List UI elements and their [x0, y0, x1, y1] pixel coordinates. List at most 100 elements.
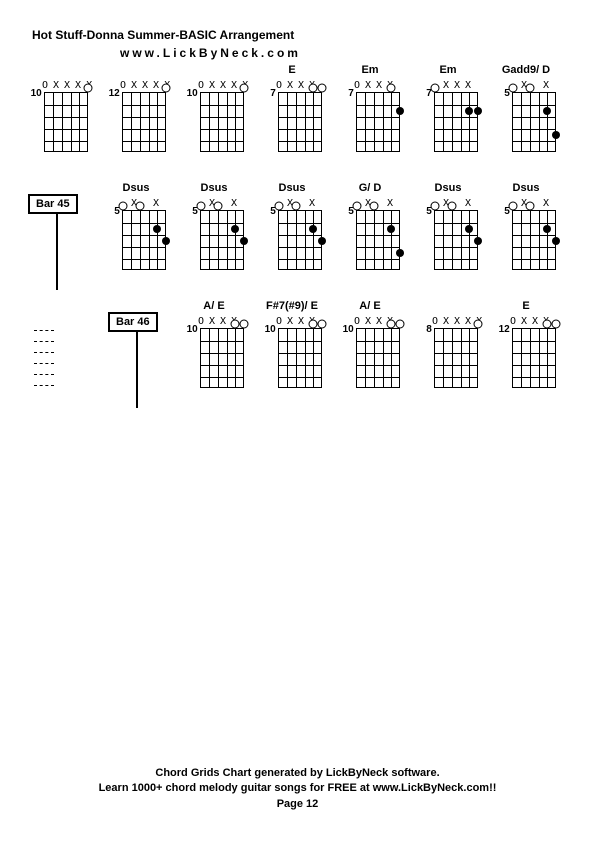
finger-dot-icon	[240, 237, 248, 245]
fret-number: 12	[496, 325, 512, 335]
fretboard-grid	[356, 92, 400, 152]
fretboard-grid	[512, 328, 556, 388]
finger-dot-icon	[474, 107, 482, 115]
fret-number: 7	[340, 89, 356, 99]
chord-diagram: A/ EOXXX 10	[184, 300, 244, 388]
chord-name: A/ E	[184, 300, 244, 314]
chord-diagram: OXXXX 12	[106, 64, 166, 152]
fretboard-grid	[512, 92, 556, 152]
footer: Chord Grids Chart generated by LickByNec…	[0, 766, 595, 812]
open-dot-icon	[317, 84, 326, 93]
chord-name: A/ E	[340, 300, 400, 314]
dash-grid	[34, 330, 54, 380]
footer-line: Chord Grids Chart generated by LickByNec…	[0, 766, 595, 781]
chord-name	[418, 300, 478, 314]
chord-name: E	[262, 64, 322, 78]
chord-diagram: EOXXX 12	[496, 300, 556, 388]
chord-diagram: Dsus X X 5	[184, 182, 244, 270]
finger-dot-icon	[465, 107, 473, 115]
open-dot-icon	[508, 84, 517, 93]
chord-name: Dsus	[184, 182, 244, 196]
fret-number: 8	[418, 325, 434, 335]
chord-diagram: Dsus X X 5	[418, 182, 478, 270]
string-markers: OXXXX	[198, 80, 244, 92]
fret-number: 10	[262, 325, 278, 335]
finger-dot-icon	[474, 237, 482, 245]
footer-line: Learn 1000+ chord melody guitar songs fo…	[0, 781, 595, 796]
open-dot-icon	[430, 202, 439, 211]
open-dot-icon	[447, 202, 456, 211]
barline	[56, 212, 58, 290]
fretboard-grid	[278, 328, 322, 388]
string-markers: OXXXX	[432, 316, 478, 328]
page-subtitle: www.LickByNeck.com	[120, 46, 301, 60]
open-dot-icon	[239, 84, 248, 93]
chord-name: E	[496, 300, 556, 314]
fretboard-grid	[278, 210, 322, 270]
chord-name: Em	[340, 64, 400, 78]
open-dot-icon	[369, 202, 378, 211]
finger-dot-icon	[231, 225, 239, 233]
open-dot-icon	[525, 84, 534, 93]
fret-number: 12	[106, 89, 122, 99]
fretboard-grid	[200, 328, 244, 388]
chord-name: Gadd9/ D	[496, 64, 556, 78]
finger-dot-icon	[153, 225, 161, 233]
chord-name	[184, 64, 244, 78]
open-dot-icon	[196, 202, 205, 211]
finger-dot-icon	[552, 237, 560, 245]
open-dot-icon	[274, 202, 283, 211]
open-dot-icon	[352, 202, 361, 211]
chord-diagram: Gadd9/ D X X 5	[496, 64, 556, 152]
chord-diagram: G/ D X X 5	[340, 182, 400, 270]
fret-number: 10	[184, 89, 200, 99]
open-dot-icon	[135, 202, 144, 211]
open-dot-icon	[551, 320, 560, 329]
open-dot-icon	[213, 202, 222, 211]
chord-name	[28, 64, 88, 78]
finger-dot-icon	[465, 225, 473, 233]
finger-dot-icon	[396, 107, 404, 115]
fretboard-grid	[512, 210, 556, 270]
chord-name: Em	[418, 64, 478, 78]
chord-diagram: OXXXX 10	[184, 64, 244, 152]
fretboard-grid	[122, 92, 166, 152]
fretboard-grid	[434, 328, 478, 388]
chord-diagram: Dsus X X 5	[496, 182, 556, 270]
open-dot-icon	[291, 202, 300, 211]
chord-name	[106, 64, 166, 78]
chord-diagram: EmOXXX 7	[340, 64, 400, 152]
fretboard-grid	[356, 210, 400, 270]
string-markers: OXXXX	[120, 80, 166, 92]
fretboard-grid	[278, 92, 322, 152]
finger-dot-icon	[543, 107, 551, 115]
chord-name: Dsus	[262, 182, 322, 196]
open-dot-icon	[317, 320, 326, 329]
finger-dot-icon	[396, 249, 404, 257]
chord-diagram: OXXXX 8	[418, 300, 478, 388]
open-dot-icon	[387, 84, 396, 93]
finger-dot-icon	[543, 225, 551, 233]
finger-dot-icon	[318, 237, 326, 245]
chord-diagram: F#7(#9)/ EOXXX 10	[262, 300, 322, 388]
barline	[136, 330, 138, 408]
fretboard-grid	[44, 92, 88, 152]
chord-diagram: Dsus X X 5	[262, 182, 322, 270]
chord-name: G/ D	[340, 182, 400, 196]
fretboard-grid	[200, 92, 244, 152]
chord-name: Dsus	[106, 182, 166, 196]
open-dot-icon	[118, 202, 127, 211]
footer-page: Page 12	[0, 797, 595, 812]
finger-dot-icon	[162, 237, 170, 245]
bar-marker: Bar 45	[28, 194, 78, 214]
chord-diagram: Em XXX 7	[418, 64, 478, 152]
chord-diagram: EOXXX 7	[262, 64, 322, 152]
fretboard-grid	[356, 328, 400, 388]
fret-number: 10	[28, 89, 44, 99]
chord-name: Dsus	[496, 182, 556, 196]
fret-number: 7	[262, 89, 278, 99]
open-dot-icon	[239, 320, 248, 329]
chord-diagram: Dsus X X 5	[106, 182, 166, 270]
open-dot-icon	[83, 84, 92, 93]
fretboard-grid	[434, 210, 478, 270]
